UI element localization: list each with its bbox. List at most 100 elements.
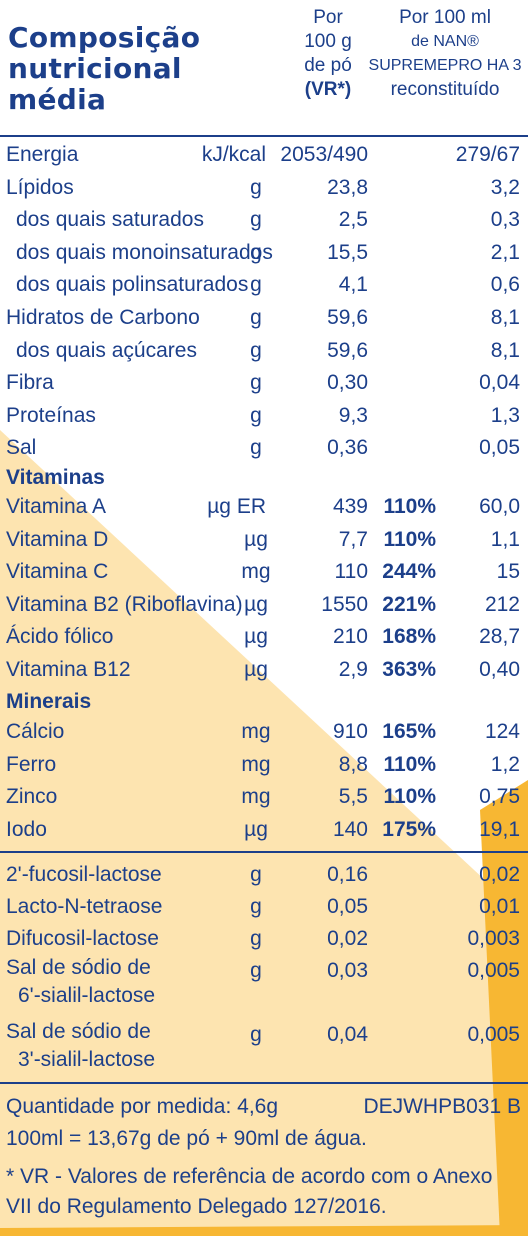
row-unit: g xyxy=(250,863,262,886)
row-label: Vitamina B2 (Riboflavina) xyxy=(6,593,243,616)
value-per-100ml: 0,05 xyxy=(479,436,520,459)
orange-corner-band xyxy=(480,780,528,1236)
reference-percent: 110% xyxy=(383,495,436,518)
row-label: Sal de sódio de xyxy=(6,956,151,979)
table-row: Ácido fólico µg 210 168% 28,7 xyxy=(0,620,528,653)
value-per-100ml: 212 xyxy=(484,593,520,616)
footer-quantity-line: Quantidade por medida: 4,6g DEJWHPB031 B xyxy=(6,1092,521,1122)
value-per-100ml: 1,1 xyxy=(490,528,520,551)
row-label: dos quais saturados xyxy=(16,208,204,231)
value-per-100g: 910 xyxy=(332,720,368,743)
table-row: Iodo µg 140 175% 19,1 xyxy=(0,813,528,846)
page-title: Composição nutricional média xyxy=(8,21,201,116)
row-label: Zinco xyxy=(6,785,58,808)
row-unit: g xyxy=(250,927,262,950)
value-per-100ml: 0,75 xyxy=(479,785,520,808)
table-row: dos quais saturados g 2,5 0,3 xyxy=(0,203,528,236)
value-per-100ml: 0,6 xyxy=(490,273,520,296)
value-per-100ml: 3,2 xyxy=(490,176,520,199)
value-per-100g: 23,8 xyxy=(327,176,368,199)
value-per-100g: 2053/490 xyxy=(280,143,368,166)
row-unit: g xyxy=(250,273,262,296)
table-row: dos quais monoinsaturados g 15,5 2,1 xyxy=(0,236,528,269)
row-unit: g xyxy=(250,241,262,264)
product-code: DEJWHPB031 B xyxy=(363,1095,521,1118)
value-per-100ml: 1,3 xyxy=(490,404,520,427)
table-row: Sal de sódio de 6'-sialil-lactose g 0,03 0,0… xyxy=(0,954,528,1018)
row-unit: g xyxy=(250,436,262,459)
row-unit: g xyxy=(250,306,262,329)
row-label: Sal xyxy=(6,436,37,459)
row-unit: µg ER xyxy=(207,495,266,518)
row-label: Hidratos de Carbono xyxy=(6,306,200,329)
row-label-cont: 3'-sialil-lactose xyxy=(18,1048,156,1071)
table-row: Proteínas g 9,3 1,3 xyxy=(0,399,528,432)
value-per-100g: 9,3 xyxy=(338,404,368,427)
value-per-100g: 0,02 xyxy=(327,927,368,950)
row-unit: g xyxy=(250,176,262,199)
value-per-100ml: 279/67 xyxy=(455,143,520,166)
row-label-cont: 6'-sialil-lactose xyxy=(18,984,156,1007)
row-label: Proteínas xyxy=(6,404,96,427)
table-row: Difucosil-lactose g 0,02 0,003 xyxy=(0,922,528,955)
reference-percent: 110% xyxy=(383,785,436,808)
table-row: Ferro mg 8,8 110% 1,2 xyxy=(0,748,528,781)
row-label: Lacto-N-tetraose xyxy=(6,895,163,918)
reference-percent: 165% xyxy=(382,720,436,743)
row-unit: kJ/kcal xyxy=(201,143,266,166)
row-label: Vitamina C xyxy=(6,560,109,583)
table-row: dos quais polinsaturados g 4,1 0,6 xyxy=(0,268,528,301)
row-unit: g xyxy=(250,895,262,918)
reference-percent: 244% xyxy=(382,560,436,583)
value-per-100g: 1550 xyxy=(321,593,368,616)
value-per-100g: 439 xyxy=(332,495,368,518)
footer-reconstitution: 100ml = 13,67g de pó + 90ml de água. xyxy=(6,1127,367,1150)
table-row: Hidratos de Carbono g 59,6 8,1 xyxy=(0,301,528,334)
value-per-100ml: 0,01 xyxy=(479,895,520,918)
table-row: Cálcio mg 910 165% 124 xyxy=(0,715,528,748)
row-label: Vitamina A xyxy=(6,495,107,518)
header-divider xyxy=(0,135,528,137)
row-label: Cálcio xyxy=(6,720,65,743)
light-orange-wedge xyxy=(0,430,528,1236)
table-row: Vitamina B2 (Riboflavina) µg 1550 221% 212 xyxy=(0,588,528,621)
row-label: dos quais açúcares xyxy=(16,339,197,362)
row-unit: µg xyxy=(244,625,268,648)
header-col-per-100ml: Por 100 ml de NAN® SUPREMEPRO HA 3 recon… xyxy=(368,7,522,100)
reference-percent: 110% xyxy=(383,753,436,776)
value-per-100ml: 2,1 xyxy=(490,241,520,264)
reference-percent: 110% xyxy=(383,528,436,551)
row-label: Vitamina D xyxy=(6,528,109,551)
row-unit: µg xyxy=(244,658,268,681)
table-row: Energia kJ/kcal 2053/490 279/67 xyxy=(0,138,528,171)
row-label: Fibra xyxy=(6,371,54,394)
row-label: Vitamina B12 xyxy=(6,658,131,681)
value-per-100g: 59,6 xyxy=(327,306,368,329)
value-per-100g: 0,03 xyxy=(327,959,368,982)
value-per-100g: 140 xyxy=(332,818,368,841)
oligosaccharide-divider xyxy=(0,851,528,853)
row-label: dos quais polinsaturados xyxy=(16,273,249,296)
row-unit: µg xyxy=(244,593,268,616)
value-per-100g: 0,04 xyxy=(327,1023,368,1046)
value-per-100g: 7,7 xyxy=(338,528,368,551)
value-per-100ml: 0,3 xyxy=(490,208,520,231)
row-label: Ferro xyxy=(6,753,57,776)
value-per-100g: 210 xyxy=(332,625,368,648)
row-unit: g xyxy=(250,1023,262,1046)
value-per-100g: 0,30 xyxy=(327,371,368,394)
table-row: Vitamina C mg 110 244% 15 xyxy=(0,555,528,588)
row-unit: g xyxy=(250,404,262,427)
value-per-100g: 0,16 xyxy=(327,863,368,886)
reference-percent: 363% xyxy=(382,658,436,681)
table-row: Sal g 0,36 0,05 xyxy=(0,431,528,464)
reference-percent: 168% xyxy=(382,625,436,648)
value-per-100g: 2,5 xyxy=(338,208,368,231)
row-unit: g xyxy=(250,371,262,394)
value-per-100ml: 124 xyxy=(484,720,520,743)
value-per-100g: 0,05 xyxy=(327,895,368,918)
reference-percent: 175% xyxy=(382,818,436,841)
value-per-100ml: 0,04 xyxy=(479,371,520,394)
